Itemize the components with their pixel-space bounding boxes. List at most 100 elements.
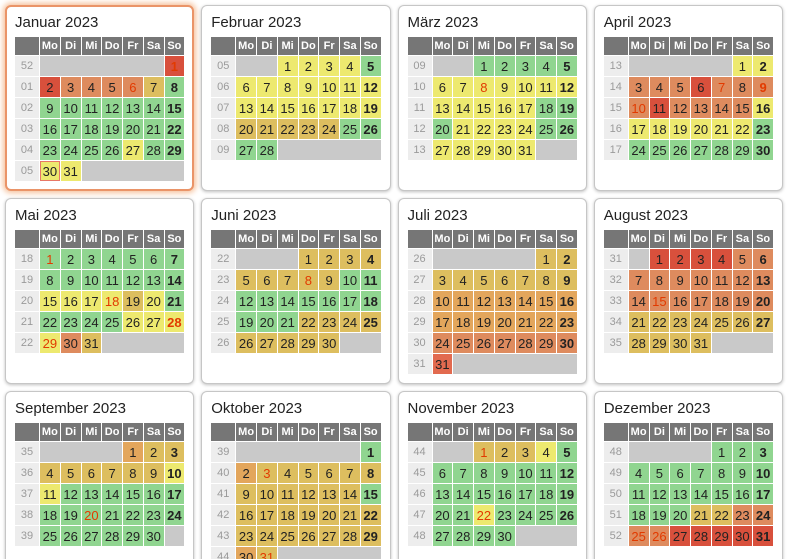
day-cell-juni-5[interactable]: 5 xyxy=(236,270,256,290)
day-cell-dezember-2[interactable]: 2 xyxy=(732,442,753,462)
day-cell-märz-2[interactable]: 2 xyxy=(494,56,515,76)
day-cell-august-23[interactable]: 23 xyxy=(670,312,690,332)
day-cell-november-4[interactable]: 4 xyxy=(536,442,556,462)
day-cell-dezember-5[interactable]: 5 xyxy=(649,463,670,483)
day-cell-november-10[interactable]: 10 xyxy=(515,463,536,483)
day-cell-juli-11[interactable]: 11 xyxy=(453,291,473,311)
day-cell-april-12[interactable]: 12 xyxy=(670,98,690,118)
day-cell-august-16[interactable]: 16 xyxy=(670,291,690,311)
day-cell-februar-11[interactable]: 11 xyxy=(340,77,360,97)
day-cell-februar-26[interactable]: 26 xyxy=(360,119,381,139)
day-cell-juli-30[interactable]: 30 xyxy=(557,333,577,353)
day-cell-oktober-14[interactable]: 14 xyxy=(340,484,360,504)
day-cell-oktober-9[interactable]: 9 xyxy=(236,484,256,504)
day-cell-oktober-20[interactable]: 20 xyxy=(319,505,339,525)
day-cell-april-29[interactable]: 29 xyxy=(732,140,753,160)
day-cell-august-15[interactable]: 15 xyxy=(649,291,670,311)
day-cell-januar-20[interactable]: 20 xyxy=(123,119,143,139)
day-cell-juli-27[interactable]: 27 xyxy=(494,333,515,353)
day-cell-dezember-3[interactable]: 3 xyxy=(753,442,773,462)
day-cell-februar-20[interactable]: 20 xyxy=(236,119,256,139)
day-cell-juli-18[interactable]: 18 xyxy=(453,312,473,332)
day-cell-juli-23[interactable]: 23 xyxy=(557,312,577,332)
day-cell-märz-4[interactable]: 4 xyxy=(536,56,556,76)
day-cell-mai-19[interactable]: 19 xyxy=(123,291,143,311)
day-cell-oktober-27[interactable]: 27 xyxy=(319,526,339,546)
day-cell-juli-9[interactable]: 9 xyxy=(557,270,577,290)
day-cell-april-28[interactable]: 28 xyxy=(711,140,732,160)
day-cell-oktober-28[interactable]: 28 xyxy=(340,526,360,546)
day-cell-februar-21[interactable]: 21 xyxy=(257,119,277,139)
day-cell-dezember-7[interactable]: 7 xyxy=(691,463,711,483)
day-cell-oktober-10[interactable]: 10 xyxy=(257,484,277,504)
day-cell-januar-23[interactable]: 23 xyxy=(40,140,60,160)
day-cell-mai-26[interactable]: 26 xyxy=(123,312,143,332)
day-cell-juni-20[interactable]: 20 xyxy=(257,312,277,332)
day-cell-april-14[interactable]: 14 xyxy=(711,98,732,118)
day-cell-februar-4[interactable]: 4 xyxy=(340,56,360,76)
day-cell-juli-2[interactable]: 2 xyxy=(557,249,577,269)
day-cell-august-29[interactable]: 29 xyxy=(649,333,670,353)
day-cell-märz-3[interactable]: 3 xyxy=(515,56,536,76)
day-cell-juli-6[interactable]: 6 xyxy=(494,270,515,290)
day-cell-märz-22[interactable]: 22 xyxy=(474,119,494,139)
day-cell-mai-7[interactable]: 7 xyxy=(164,249,185,269)
day-cell-september-8[interactable]: 8 xyxy=(123,463,143,483)
day-cell-november-1[interactable]: 1 xyxy=(474,442,494,462)
day-cell-juli-14[interactable]: 14 xyxy=(515,291,536,311)
day-cell-januar-6[interactable]: 6 xyxy=(123,77,143,97)
day-cell-juli-24[interactable]: 24 xyxy=(432,333,453,353)
day-cell-juni-4[interactable]: 4 xyxy=(360,249,381,269)
day-cell-januar-10[interactable]: 10 xyxy=(60,98,81,118)
day-cell-august-6[interactable]: 6 xyxy=(753,249,773,269)
day-cell-juli-20[interactable]: 20 xyxy=(494,312,515,332)
day-cell-april-26[interactable]: 26 xyxy=(670,140,690,160)
day-cell-oktober-5[interactable]: 5 xyxy=(298,463,319,483)
day-cell-august-4[interactable]: 4 xyxy=(711,249,732,269)
day-cell-september-2[interactable]: 2 xyxy=(143,442,164,462)
day-cell-februar-16[interactable]: 16 xyxy=(298,98,319,118)
day-cell-mai-24[interactable]: 24 xyxy=(81,312,102,332)
day-cell-juni-14[interactable]: 14 xyxy=(277,291,298,311)
day-cell-september-19[interactable]: 19 xyxy=(60,505,81,525)
day-cell-september-13[interactable]: 13 xyxy=(81,484,102,504)
day-cell-juli-22[interactable]: 22 xyxy=(536,312,556,332)
day-cell-dezember-24[interactable]: 24 xyxy=(753,505,773,525)
day-cell-januar-8[interactable]: 8 xyxy=(164,77,185,97)
day-cell-januar-2[interactable]: 2 xyxy=(40,77,60,97)
day-cell-april-2[interactable]: 2 xyxy=(753,56,773,76)
day-cell-mai-4[interactable]: 4 xyxy=(102,249,122,269)
day-cell-november-26[interactable]: 26 xyxy=(557,505,577,525)
day-cell-juli-17[interactable]: 17 xyxy=(432,312,453,332)
day-cell-august-13[interactable]: 13 xyxy=(753,270,773,290)
day-cell-april-19[interactable]: 19 xyxy=(670,119,690,139)
day-cell-dezember-28[interactable]: 28 xyxy=(691,526,711,546)
day-cell-september-11[interactable]: 11 xyxy=(40,484,60,504)
day-cell-april-16[interactable]: 16 xyxy=(753,98,773,118)
day-cell-februar-5[interactable]: 5 xyxy=(360,56,381,76)
day-cell-november-7[interactable]: 7 xyxy=(453,463,473,483)
day-cell-september-26[interactable]: 26 xyxy=(60,526,81,546)
day-cell-mai-11[interactable]: 11 xyxy=(102,270,122,290)
day-cell-august-20[interactable]: 20 xyxy=(753,291,773,311)
day-cell-januar-21[interactable]: 21 xyxy=(143,119,164,139)
day-cell-dezember-10[interactable]: 10 xyxy=(753,463,773,483)
day-cell-januar-3[interactable]: 3 xyxy=(60,77,81,97)
day-cell-november-27[interactable]: 27 xyxy=(432,526,453,546)
day-cell-juli-28[interactable]: 28 xyxy=(515,333,536,353)
day-cell-september-20[interactable]: 20 xyxy=(81,505,102,525)
day-cell-juli-10[interactable]: 10 xyxy=(432,291,453,311)
day-cell-mai-12[interactable]: 12 xyxy=(123,270,143,290)
day-cell-juli-12[interactable]: 12 xyxy=(474,291,494,311)
day-cell-april-15[interactable]: 15 xyxy=(732,98,753,118)
day-cell-januar-15[interactable]: 15 xyxy=(164,98,185,118)
day-cell-juni-1[interactable]: 1 xyxy=(298,249,319,269)
day-cell-märz-16[interactable]: 16 xyxy=(494,98,515,118)
day-cell-juli-1[interactable]: 1 xyxy=(536,249,556,269)
day-cell-juni-29[interactable]: 29 xyxy=(298,333,319,353)
day-cell-august-30[interactable]: 30 xyxy=(670,333,690,353)
day-cell-dezember-8[interactable]: 8 xyxy=(711,463,732,483)
day-cell-juni-30[interactable]: 30 xyxy=(319,333,339,353)
day-cell-juli-8[interactable]: 8 xyxy=(536,270,556,290)
day-cell-juni-27[interactable]: 27 xyxy=(257,333,277,353)
